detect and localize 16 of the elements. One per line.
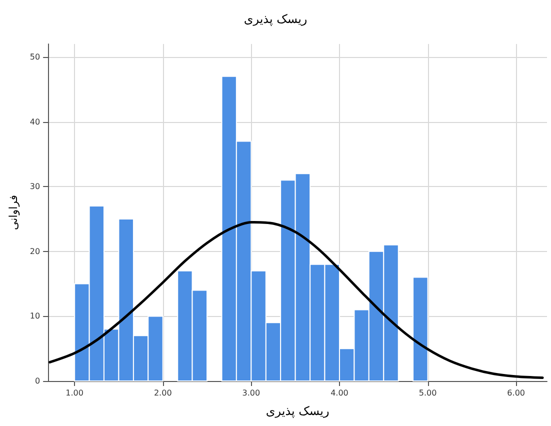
y-tick-label: 50 bbox=[30, 52, 40, 62]
y-axis-title: فراوانی bbox=[7, 195, 20, 230]
x-tick-label: 3.00 bbox=[242, 388, 260, 398]
y-tick-label: 10 bbox=[30, 312, 40, 321]
x-axis-title: ریسک پذیری bbox=[266, 404, 330, 418]
chart-title: ریسک پذیری bbox=[244, 12, 308, 26]
x-tick-label: 6.00 bbox=[507, 388, 525, 398]
line-series bbox=[48, 220, 544, 380]
x-tick-label: 4.00 bbox=[330, 388, 348, 398]
x-tick-label: 2.00 bbox=[154, 388, 172, 398]
x-tick-label: 5.00 bbox=[418, 388, 437, 398]
y-tick-label: 40 bbox=[30, 117, 40, 126]
x-tick-label: 1.00 bbox=[66, 388, 84, 398]
y-tick-label: 0 bbox=[34, 376, 40, 386]
y-tick-label: 20 bbox=[30, 246, 40, 256]
y-tick-label: 30 bbox=[30, 182, 40, 192]
